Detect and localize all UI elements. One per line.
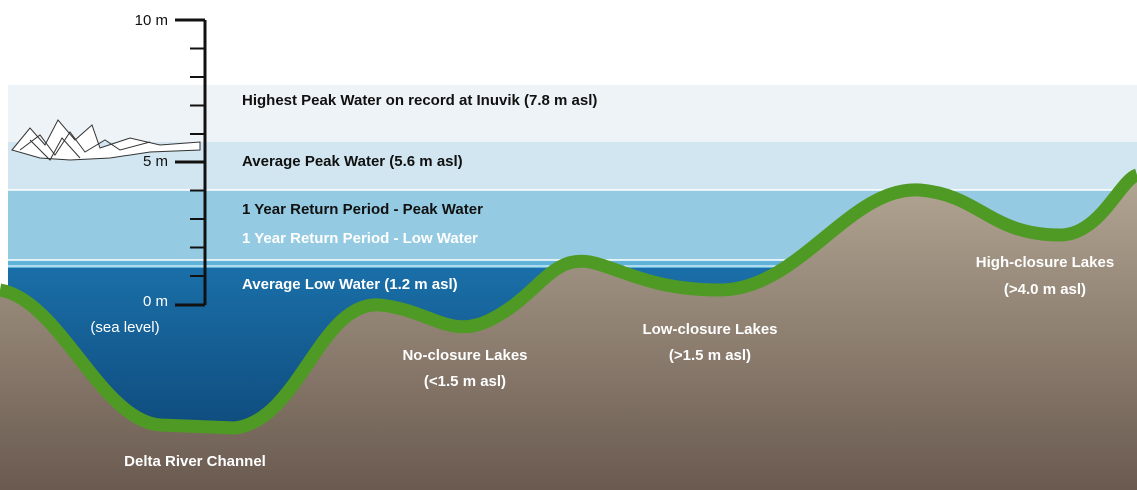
scale-label: 5 m	[143, 153, 168, 170]
band-label: 1 Year Return Period - Peak Water	[242, 201, 483, 218]
scale-label: 10 m	[135, 12, 168, 29]
scale-label: 0 m	[143, 293, 168, 310]
terrain-label: No-closure Lakes	[402, 347, 527, 364]
band-label: Average Peak Water (5.6 m asl)	[242, 153, 463, 170]
terrain-label: Low-closure Lakes	[642, 321, 777, 338]
ice-jam	[11, 119, 201, 161]
scale	[175, 18, 207, 307]
ground	[0, 175, 1137, 490]
scale-note: (sea level)	[90, 319, 159, 336]
terrain-label: Delta River Channel	[124, 453, 266, 470]
terrain-level: (<1.5 m asl)	[424, 373, 506, 390]
terrain-level: (>1.5 m asl)	[669, 347, 751, 364]
terrain-level: (>4.0 m asl)	[1004, 281, 1086, 298]
highest-peak-band	[8, 85, 1137, 142]
band-label: Highest Peak Water on record at Inuvik (…	[242, 92, 597, 109]
vegetation	[0, 168, 1137, 435]
band-label: Average Low Water (1.2 m asl)	[242, 276, 458, 293]
band-label: 1 Year Return Period - Low Water	[242, 230, 478, 247]
terrain-label: High-closure Lakes	[976, 254, 1114, 271]
